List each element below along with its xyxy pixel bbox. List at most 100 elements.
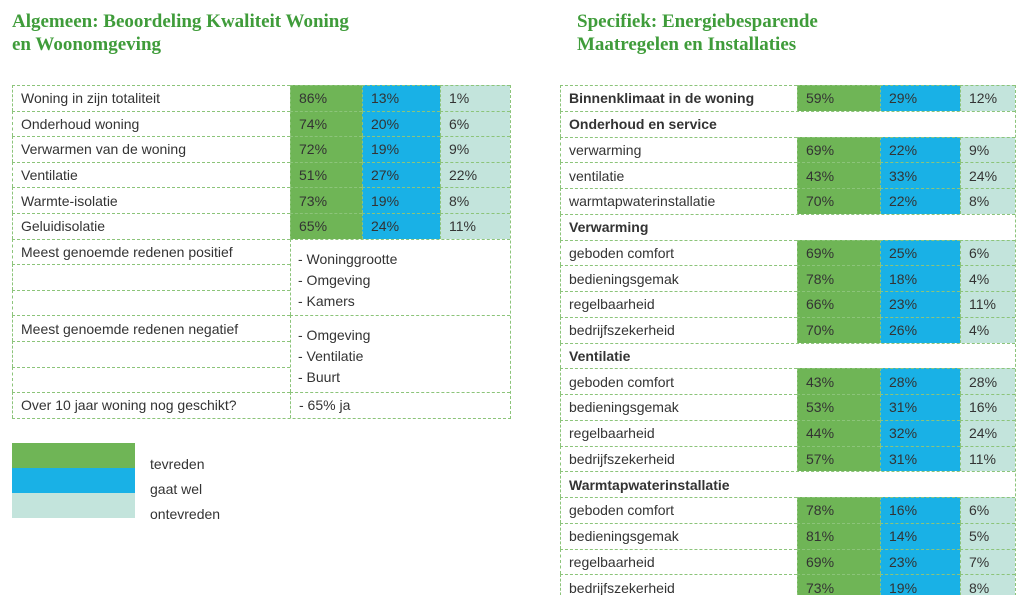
cell-value: 11% <box>960 445 1015 472</box>
row-label: Ventilatie <box>12 161 290 188</box>
cell-value: 27% <box>362 161 440 188</box>
cell-value: 14% <box>880 522 960 549</box>
row-label: Over 10 jaar woning nog geschikt? <box>12 392 290 418</box>
section-header: Warmtapwaterinstallatie <box>560 471 1015 497</box>
row-label: bedieningsgemak <box>560 394 797 420</box>
cell-value: 23% <box>880 548 960 575</box>
cell-value: 31% <box>880 394 960 420</box>
cell-value: 33% <box>880 162 960 188</box>
row-cell <box>12 341 290 367</box>
cell-value: 19% <box>880 574 960 595</box>
list-item: - Omgeving <box>298 327 371 344</box>
cell-value: 43% <box>797 162 880 188</box>
cell-value: 24% <box>960 162 1015 188</box>
legend-label: gaat wel <box>150 481 203 497</box>
cell-value: 74% <box>290 110 362 137</box>
cell-value: 20% <box>362 110 440 137</box>
row-label: bedrijfszekerheid <box>560 445 797 472</box>
row-label: regelbaarheid <box>560 419 797 446</box>
table-frame <box>560 85 1016 595</box>
cell-value: 8% <box>440 187 510 213</box>
list-item: - Woninggrootte <box>298 250 398 267</box>
row-cell: Meest genoemde redenen positief <box>12 238 290 265</box>
cell-value: 7% <box>960 548 1015 575</box>
section-header: Verwarming <box>560 213 1015 240</box>
row-label: geboden comfort <box>560 368 797 394</box>
legend-swatch <box>12 468 135 493</box>
cell-value: 59% <box>797 85 880 111</box>
row-label: Warmte-isolatie <box>12 187 290 213</box>
row-label: geboden comfort <box>560 239 797 266</box>
list-item: - Kamers <box>298 292 355 309</box>
cell-value: 11% <box>440 213 510 239</box>
cell-value: 29% <box>880 85 960 111</box>
cell-value: 26% <box>880 316 960 343</box>
row-label: geboden comfort <box>560 497 797 523</box>
cell-value: 81% <box>797 522 880 549</box>
cell-value: 22% <box>880 136 960 163</box>
row-cell <box>12 289 290 316</box>
title-line: Maatregelen en Installaties <box>577 34 797 55</box>
cell-value: 44% <box>797 419 880 446</box>
row-label: Geluidisolatie <box>12 213 290 239</box>
cell-value: 6% <box>960 239 1015 266</box>
cell-value: 22% <box>880 188 960 214</box>
legend-swatch <box>12 493 135 518</box>
list-cell <box>290 315 510 393</box>
list-item: - Buurt <box>298 369 341 386</box>
section-header: Onderhoud en service <box>560 110 1015 137</box>
cell-value: 19% <box>362 136 440 162</box>
cell-value: 12% <box>960 85 1015 111</box>
row-value: - 65% ja <box>290 392 510 418</box>
cell-value: 23% <box>880 291 960 317</box>
cell-value: 57% <box>797 445 880 472</box>
cell-value: 73% <box>797 574 880 595</box>
cell-value: 53% <box>797 394 880 420</box>
cell-value: 25% <box>880 239 960 266</box>
cell-value: 69% <box>797 548 880 575</box>
title-line: en Woonomgeving <box>12 34 162 55</box>
row-label: bedrijfszekerheid <box>560 316 797 343</box>
cell-value: 65% <box>290 213 362 239</box>
cell-value: 6% <box>440 110 510 137</box>
row-cell <box>12 366 290 393</box>
row-label: warmtapwaterinstallatie <box>560 188 797 214</box>
row-label: regelbaarheid <box>560 291 797 317</box>
row-cell <box>12 264 290 290</box>
legend-label: tevreden <box>150 456 205 472</box>
legend-swatch <box>12 443 135 468</box>
cell-value: 32% <box>880 419 960 446</box>
row-label: ventilatie <box>560 162 797 188</box>
cell-value: 9% <box>960 136 1015 163</box>
cell-value: 24% <box>362 213 440 239</box>
list-item: - Omgeving <box>298 271 371 288</box>
cell-value: 16% <box>960 394 1015 420</box>
row-label: bedieningsgemak <box>560 522 797 549</box>
cell-value: 13% <box>362 85 440 111</box>
cell-value: 4% <box>960 316 1015 343</box>
row-label: regelbaarheid <box>560 548 797 575</box>
cell-value: 72% <box>290 136 362 162</box>
cell-value: 8% <box>960 574 1015 595</box>
row-label: Onderhoud woning <box>12 110 290 137</box>
cell-value: 5% <box>960 522 1015 549</box>
legend-label: ontevreden <box>150 506 221 522</box>
cell-value: 22% <box>440 161 510 188</box>
cell-value: 70% <box>797 188 880 214</box>
cell-value: 31% <box>880 445 960 472</box>
row-label: verwarming <box>560 136 797 163</box>
cell-value: 78% <box>797 497 880 523</box>
cell-value: 4% <box>960 265 1015 291</box>
row-label: Verwarmen van de woning <box>12 136 290 162</box>
right-title: Specifiek: Energiebesparende Maatregelen … <box>577 10 818 56</box>
row-label: Woning in zijn totaliteit <box>12 85 290 111</box>
row-label: bedrijfszekerheid <box>560 574 797 595</box>
cell-value: 1% <box>440 85 510 111</box>
title-line: Specifiek: Energiebesparende <box>577 11 818 32</box>
row-cell: Meest genoemde redenen negatief <box>12 315 290 341</box>
left-title: Algemeen: Beoordeling Kwaliteit Woning en… <box>12 10 349 56</box>
cell-value: 73% <box>290 187 362 213</box>
cell-value: 51% <box>290 161 362 188</box>
cell-value: 16% <box>880 497 960 523</box>
cell-value: 19% <box>362 187 440 213</box>
